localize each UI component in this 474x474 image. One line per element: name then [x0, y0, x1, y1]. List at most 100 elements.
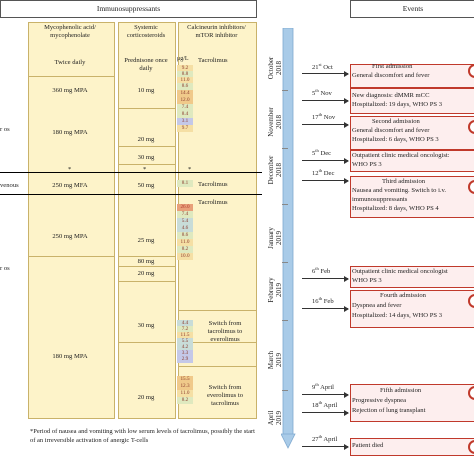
tac-level-value: 10.0 [180, 253, 190, 259]
tac-level-cell [177, 356, 193, 363]
event-2-text-1: New diagnosis: dMMR mCC [352, 92, 430, 99]
tac-level-value: 2.9 [181, 356, 189, 362]
month-divider [282, 262, 288, 263]
event-8-title: Fifth admission [380, 387, 422, 394]
mpa-header: Mycophenolic acid/ mycophenolate [30, 24, 110, 40]
tac-level-value: 8.6 [181, 83, 189, 89]
immunosuppressants-header: Immunosuppressants [0, 0, 257, 18]
event-1-title: First admission [372, 63, 413, 70]
left-edge-os2: r os [0, 265, 10, 272]
tac-level-cell [177, 326, 193, 333]
tac-level-cell [177, 90, 193, 97]
event-box-5 [350, 176, 474, 218]
tac-level-value: 11.5 [180, 332, 190, 338]
tac-level-value: 7.2 [181, 326, 189, 332]
tac-level-cell [177, 125, 193, 132]
date-5: 12th Dec [312, 168, 335, 178]
prednisone-label: Prednisone once daily [124, 57, 168, 72]
steroid-row-5: 80 mg [137, 258, 155, 265]
tac-level-cell [177, 320, 193, 327]
tac-level-value: 8.2 [181, 246, 189, 252]
tac-level-cell [177, 71, 193, 78]
mpa-row-1: 360 mg MPA [52, 87, 88, 94]
month-label: October 2018 [267, 56, 283, 80]
event-8-text-1: Progressive dyspnea [352, 397, 407, 404]
timeline-arrow [281, 28, 296, 449]
tac-level-value: 11.0 [180, 77, 190, 83]
tac-level-value: 26.0 [180, 204, 190, 210]
tac-level-value: 15.5 [180, 376, 190, 382]
event-4-text-1: Outpatient clinic medical oncologist: [352, 152, 450, 159]
month-divider [282, 320, 288, 321]
tac-level-cell [177, 350, 193, 357]
tac-level-value: 9.7 [181, 125, 189, 131]
tac-level-cell [177, 77, 193, 84]
tac-level-value: 12.0 [180, 97, 190, 103]
tac-level-cell [177, 104, 193, 111]
steroid-row-7: 30 mg [137, 322, 155, 329]
tac-level-cell [177, 383, 193, 390]
tac-level-cell [177, 111, 193, 118]
tac-level-cell [177, 118, 193, 125]
event-5-text-3: Hospitalized: 8 days, WHO PS 4 [352, 205, 439, 212]
tac-level-cell [177, 246, 193, 253]
tac-level-cell [177, 253, 193, 260]
left-edge-venous: venous [0, 182, 19, 189]
month-divider [282, 148, 288, 149]
unit-label: μg/L [177, 56, 189, 62]
event-4-text-2: WHO PS 3 [352, 161, 382, 168]
date-7: 16th Feb [312, 296, 334, 306]
month-divider [282, 390, 288, 391]
cni-label-4: Switch from everolimus to tacrolimus [206, 384, 244, 407]
date-9: 18th April [312, 400, 338, 410]
steroid-row-0: 10 mg [137, 87, 155, 94]
admission-marker-4 [468, 294, 474, 308]
steroid-row-6: 20 mg [137, 270, 155, 277]
month-label: April 2019 [267, 410, 283, 426]
event-box-4 [350, 150, 474, 172]
event-5-title: Third admission [382, 178, 426, 185]
event-3-text-2: Hospitalized: 6 days, WHO PS 3 [352, 136, 439, 143]
cni-label-0: Tacrolimus [198, 57, 228, 64]
date-2: 5th Nov [312, 88, 332, 98]
tac-level-cell [177, 218, 193, 225]
tac-level-cell [177, 204, 193, 211]
tac-level-value: 9.2 [181, 65, 189, 71]
event-1-text: General discomfort and fever [352, 72, 430, 79]
month-label: December 2018 [267, 155, 283, 185]
admission-marker-6 [468, 440, 474, 454]
mpa-row-2: 180 mg MPA [52, 129, 88, 136]
events-header: Events [350, 0, 474, 18]
tac-level-cell [177, 332, 193, 339]
event-7-title: Fourth admission [380, 292, 426, 299]
date-6: 6th Feb [312, 266, 331, 276]
steroid-row-8: 20 mg [137, 394, 155, 401]
tac-level-cell [177, 65, 193, 72]
mpa-row-4: 250 mg MPA [52, 233, 88, 240]
month-divider [282, 90, 288, 91]
month-label: March 2019 [267, 350, 283, 370]
event-8-text-2: Rejection of lung transplant [352, 407, 426, 414]
tac-level-cell [177, 397, 193, 404]
event-7-text-2: Hospitalized: 14 days, WHO PS 3 [352, 312, 442, 319]
admission-marker-2 [468, 120, 474, 134]
event-2-text-2: Hospitalized: 19 days, WHO PS 3 [352, 101, 442, 108]
event-9-text: Patient died [352, 442, 384, 449]
tac-level-value: 7.4 [181, 211, 189, 217]
mpa-column [28, 22, 115, 419]
asterisk-0: * [68, 166, 72, 173]
event-6-text-1: Outpatient clinic medical oncologist [352, 268, 448, 275]
event-6-text-2: WHO PS 3 [352, 277, 382, 284]
month-label: February 2019 [267, 277, 283, 303]
admission-marker-3 [468, 180, 474, 194]
event-3-title: Second admission [372, 118, 420, 125]
event-box-8 [350, 384, 474, 422]
tac-level-value: 5.5 [181, 338, 189, 344]
event-5-text-1: Nausea and vomiting. Switch to i.v. [352, 187, 447, 194]
tac-level-value: 4.2 [181, 344, 189, 350]
event-box-1 [350, 64, 474, 88]
tac-level-cell [177, 211, 193, 218]
footnote: *Period of nausea and vomiting with low … [30, 428, 255, 444]
cni-label-3: Switch from tacrolimus to everolimus [207, 320, 243, 343]
tac-level-cell [177, 239, 193, 246]
